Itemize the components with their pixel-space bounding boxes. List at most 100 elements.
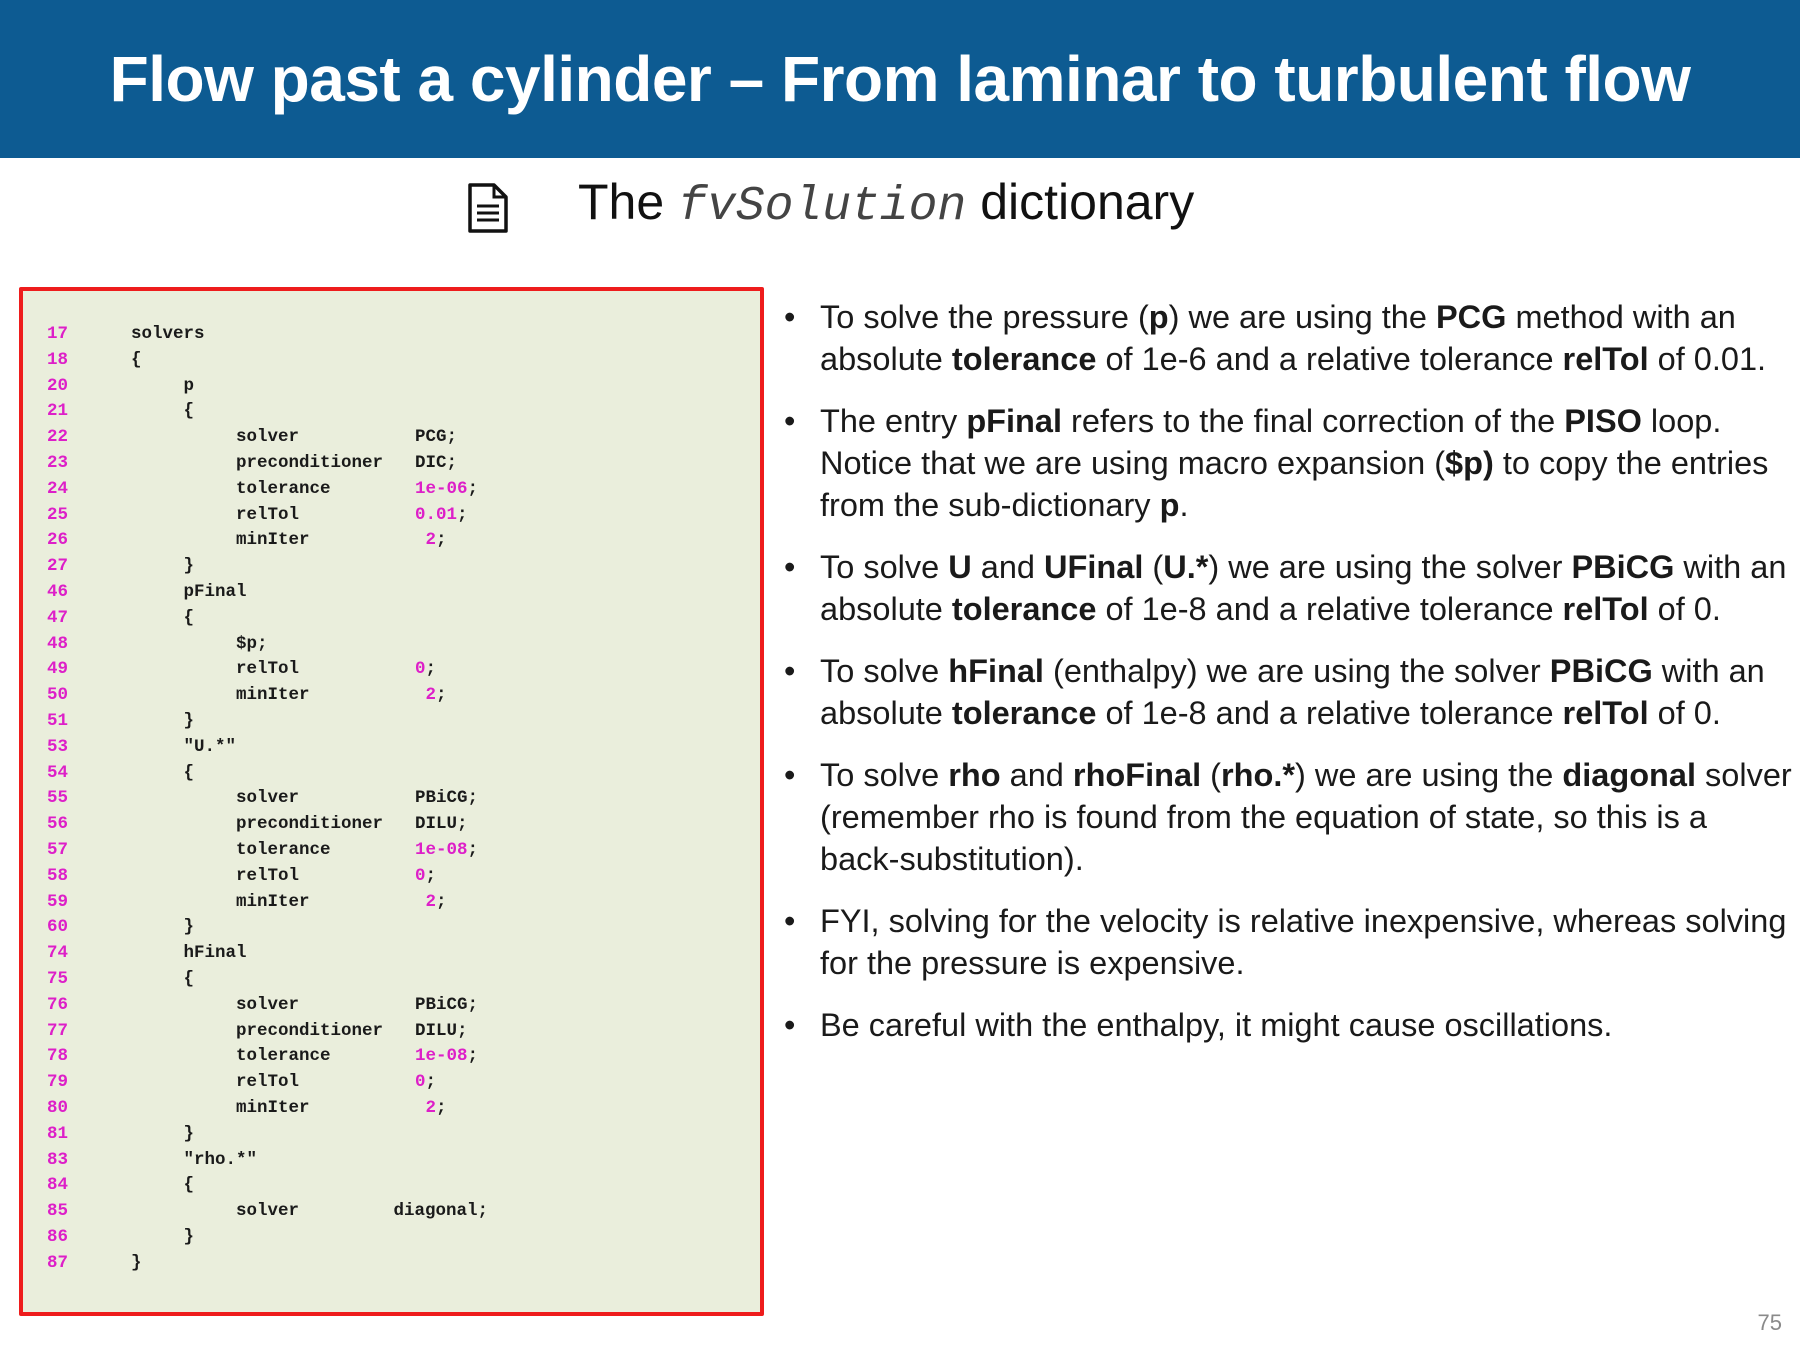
text: of 0. <box>1648 695 1721 731</box>
code-line: 27 } <box>23 553 760 579</box>
text: of 1e-6 and a relative tolerance <box>1096 341 1563 377</box>
line-number: 79 <box>47 1072 69 1093</box>
code-value: 0; <box>415 865 437 886</box>
bullet-dot-icon: • <box>784 653 796 689</box>
code-line: 60 } <box>23 914 760 940</box>
code-text: solver <box>131 788 300 809</box>
code-text: solver <box>131 994 300 1015</box>
code-value: PBiCG; <box>415 788 479 809</box>
text: Be careful with the enthalpy, it might c… <box>820 1007 1613 1043</box>
code-text: { <box>131 607 195 628</box>
line-number: 76 <box>47 994 69 1015</box>
line-number: 58 <box>47 865 69 886</box>
code-line: 49 relTol 0; <box>23 656 760 682</box>
text: of 0. <box>1648 591 1721 627</box>
code-text: pFinal <box>131 582 247 602</box>
bullet-item: • To solve the pressure (p) we are using … <box>784 296 1794 380</box>
code-line: 87} <box>23 1250 760 1276</box>
bullet-list: • To solve the pressure (p) we are using … <box>784 296 1794 1066</box>
line-number: 84 <box>47 1175 69 1196</box>
code-text: tolerance <box>131 1046 331 1067</box>
subtitle-prefix: The <box>578 174 665 230</box>
line-number: 74 <box>47 943 69 964</box>
text: loop. Notice that we are using macro exp… <box>820 403 1722 481</box>
bold-text: p <box>1148 299 1169 335</box>
code-line: 84 { <box>23 1172 760 1198</box>
code-value: 0; <box>415 659 437 680</box>
bold-text: tolerance <box>951 695 1097 731</box>
line-number: 51 <box>47 711 69 731</box>
text: solver (remember rho is found from the e… <box>820 757 1792 877</box>
code-value: 1e-06; <box>415 478 479 499</box>
bullet-item: • To solve hFinal (enthalpy) we are using… <box>784 650 1794 734</box>
code-line: 58 relTol 0; <box>23 863 760 889</box>
code-line: 48 $p; <box>23 631 760 657</box>
code-value: 1e-08; <box>415 840 479 860</box>
bold-text: relTol <box>1562 695 1649 731</box>
line-number: 23 <box>47 453 69 473</box>
line-number: 26 <box>47 530 69 551</box>
code-text: } <box>131 1252 142 1273</box>
bold-text: pFinal <box>966 403 1063 439</box>
code-text: minIter <box>131 530 310 551</box>
text: with an absolute <box>820 653 1765 731</box>
code-value: 2; <box>415 891 447 912</box>
code-text: } <box>131 1123 195 1144</box>
bold-text: PISO <box>1564 403 1642 439</box>
code-line: 57 tolerance 1e-08; <box>23 837 760 863</box>
line-number: 59 <box>47 891 69 912</box>
line-number: 87 <box>47 1252 69 1273</box>
code-text: solver <box>131 427 300 448</box>
code-text: "rho.*" <box>131 1149 258 1170</box>
text: ) we are using the <box>1168 299 1436 335</box>
code-line: 79 relTol 0; <box>23 1069 760 1095</box>
line-number: 18 <box>47 349 69 370</box>
bullet-item: • FYI, solving for the velocity is relati… <box>784 900 1794 984</box>
line-number: 80 <box>47 1098 69 1118</box>
code-value: DIC; <box>415 453 458 473</box>
text: ( <box>1143 549 1164 585</box>
text: to copy the entries from the sub-diction… <box>820 445 1769 523</box>
text: . <box>1179 487 1189 523</box>
code-text: { <box>131 349 142 370</box>
code-text: relTol <box>131 659 300 680</box>
code-value: 2; <box>415 530 447 551</box>
code-line: 83 "rho.*" <box>23 1147 760 1173</box>
code-line: 80 minIter 2; <box>23 1095 760 1121</box>
code-text: $p; <box>131 633 268 654</box>
code-line: 21 { <box>23 398 760 424</box>
code-line: 85 solver diagonal; <box>23 1198 760 1224</box>
text: The entry <box>820 403 967 439</box>
bullet-dot-icon: • <box>784 1007 796 1043</box>
code-text: } <box>131 556 195 577</box>
bold-text: tolerance <box>951 341 1097 377</box>
code-line: 50 minIter 2; <box>23 682 760 708</box>
line-number: 75 <box>47 969 69 989</box>
line-number: 60 <box>47 917 69 938</box>
code-line: 17 solvers <box>23 321 760 347</box>
code-line: 22 solver PCG; <box>23 424 760 450</box>
text: of 1e-8 and a relative tolerance <box>1096 695 1563 731</box>
code-line: 25 relTol 0.01; <box>23 502 760 528</box>
line-number: 55 <box>47 788 69 809</box>
code-line: 76 solver PBiCG; <box>23 992 760 1018</box>
code-text: solver diagonal; <box>131 1201 489 1222</box>
code-text: { <box>131 762 195 783</box>
line-number: 54 <box>47 762 69 783</box>
subtitle-suffix: dictionary <box>980 174 1195 230</box>
subtitle: The fvSolution dictionary <box>578 172 1194 237</box>
bold-text: tolerance <box>951 591 1097 627</box>
title-bar: Flow past a cylinder – From laminar to t… <box>0 0 1800 158</box>
document-icon <box>468 183 508 233</box>
code-text: relTol <box>131 1072 300 1093</box>
code-line: 53 "U.*" <box>23 734 760 760</box>
text: of 1e-8 and a relative tolerance <box>1096 591 1563 627</box>
code-text: minIter <box>131 1098 310 1118</box>
line-number: 57 <box>47 840 69 860</box>
bullet-item: • The entry pFinal refers to the final co… <box>784 400 1794 526</box>
code-line: 26 minIter 2; <box>23 527 760 553</box>
text: To solve <box>820 757 949 793</box>
line-number: 46 <box>47 582 69 602</box>
code-line: 56 preconditioner DILU; <box>23 811 760 837</box>
line-number: 22 <box>47 427 69 448</box>
